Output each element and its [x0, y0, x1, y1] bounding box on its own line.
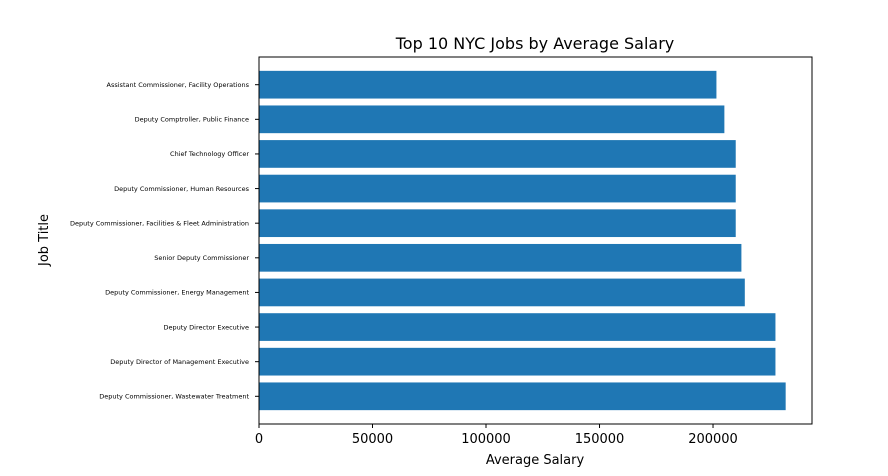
bar: [259, 140, 736, 168]
y-tick-label: Senior Deputy Commissioner: [154, 254, 249, 262]
x-tick-label: 150000: [575, 432, 625, 447]
x-tick-label: 50000: [352, 432, 393, 447]
bar: [259, 347, 776, 376]
y-axis-label: Job Title: [37, 214, 52, 267]
chart-title: Top 10 NYC Jobs by Average Salary: [395, 34, 675, 53]
bar: [259, 382, 786, 411]
y-tick-label: Deputy Commissioner, Wastewater Treatmen…: [99, 393, 249, 401]
bar: [259, 313, 776, 341]
y-tick-label: Chief Technology Officer: [170, 150, 249, 158]
plot-frame: [258, 56, 813, 425]
bar: [259, 174, 736, 203]
y-tick-label: Deputy Commissioner, Facilities & Fleet …: [70, 219, 249, 227]
bar: [259, 105, 725, 134]
bars-group: [259, 70, 786, 411]
y-tick-label: Deputy Commissioner, Human Resources: [114, 185, 249, 193]
x-tick-label: 0: [255, 432, 263, 447]
x-ticks-group: 0 50000 100000 150000 200000: [255, 424, 738, 447]
bar: [259, 278, 745, 307]
bar: [259, 243, 742, 272]
y-tick-label: Deputy Director Executive: [163, 323, 249, 331]
y-ticks-group: Deputy Commissioner, Wastewater Treatmen…: [70, 81, 259, 401]
x-tick-label: 200000: [688, 432, 738, 447]
x-axis-label: Average Salary: [486, 453, 585, 468]
y-tick-label: Deputy Comptroller, Public Finance: [135, 116, 249, 124]
y-tick-label: Deputy Commissioner, Energy Management: [105, 289, 249, 297]
bar: [259, 209, 736, 238]
x-tick-label: 100000: [461, 432, 511, 447]
y-tick-label: Deputy Director of Management Executive: [110, 358, 249, 366]
y-tick-label: Assistant Commissioner, Facility Operati…: [107, 81, 250, 89]
bar: [259, 70, 717, 99]
